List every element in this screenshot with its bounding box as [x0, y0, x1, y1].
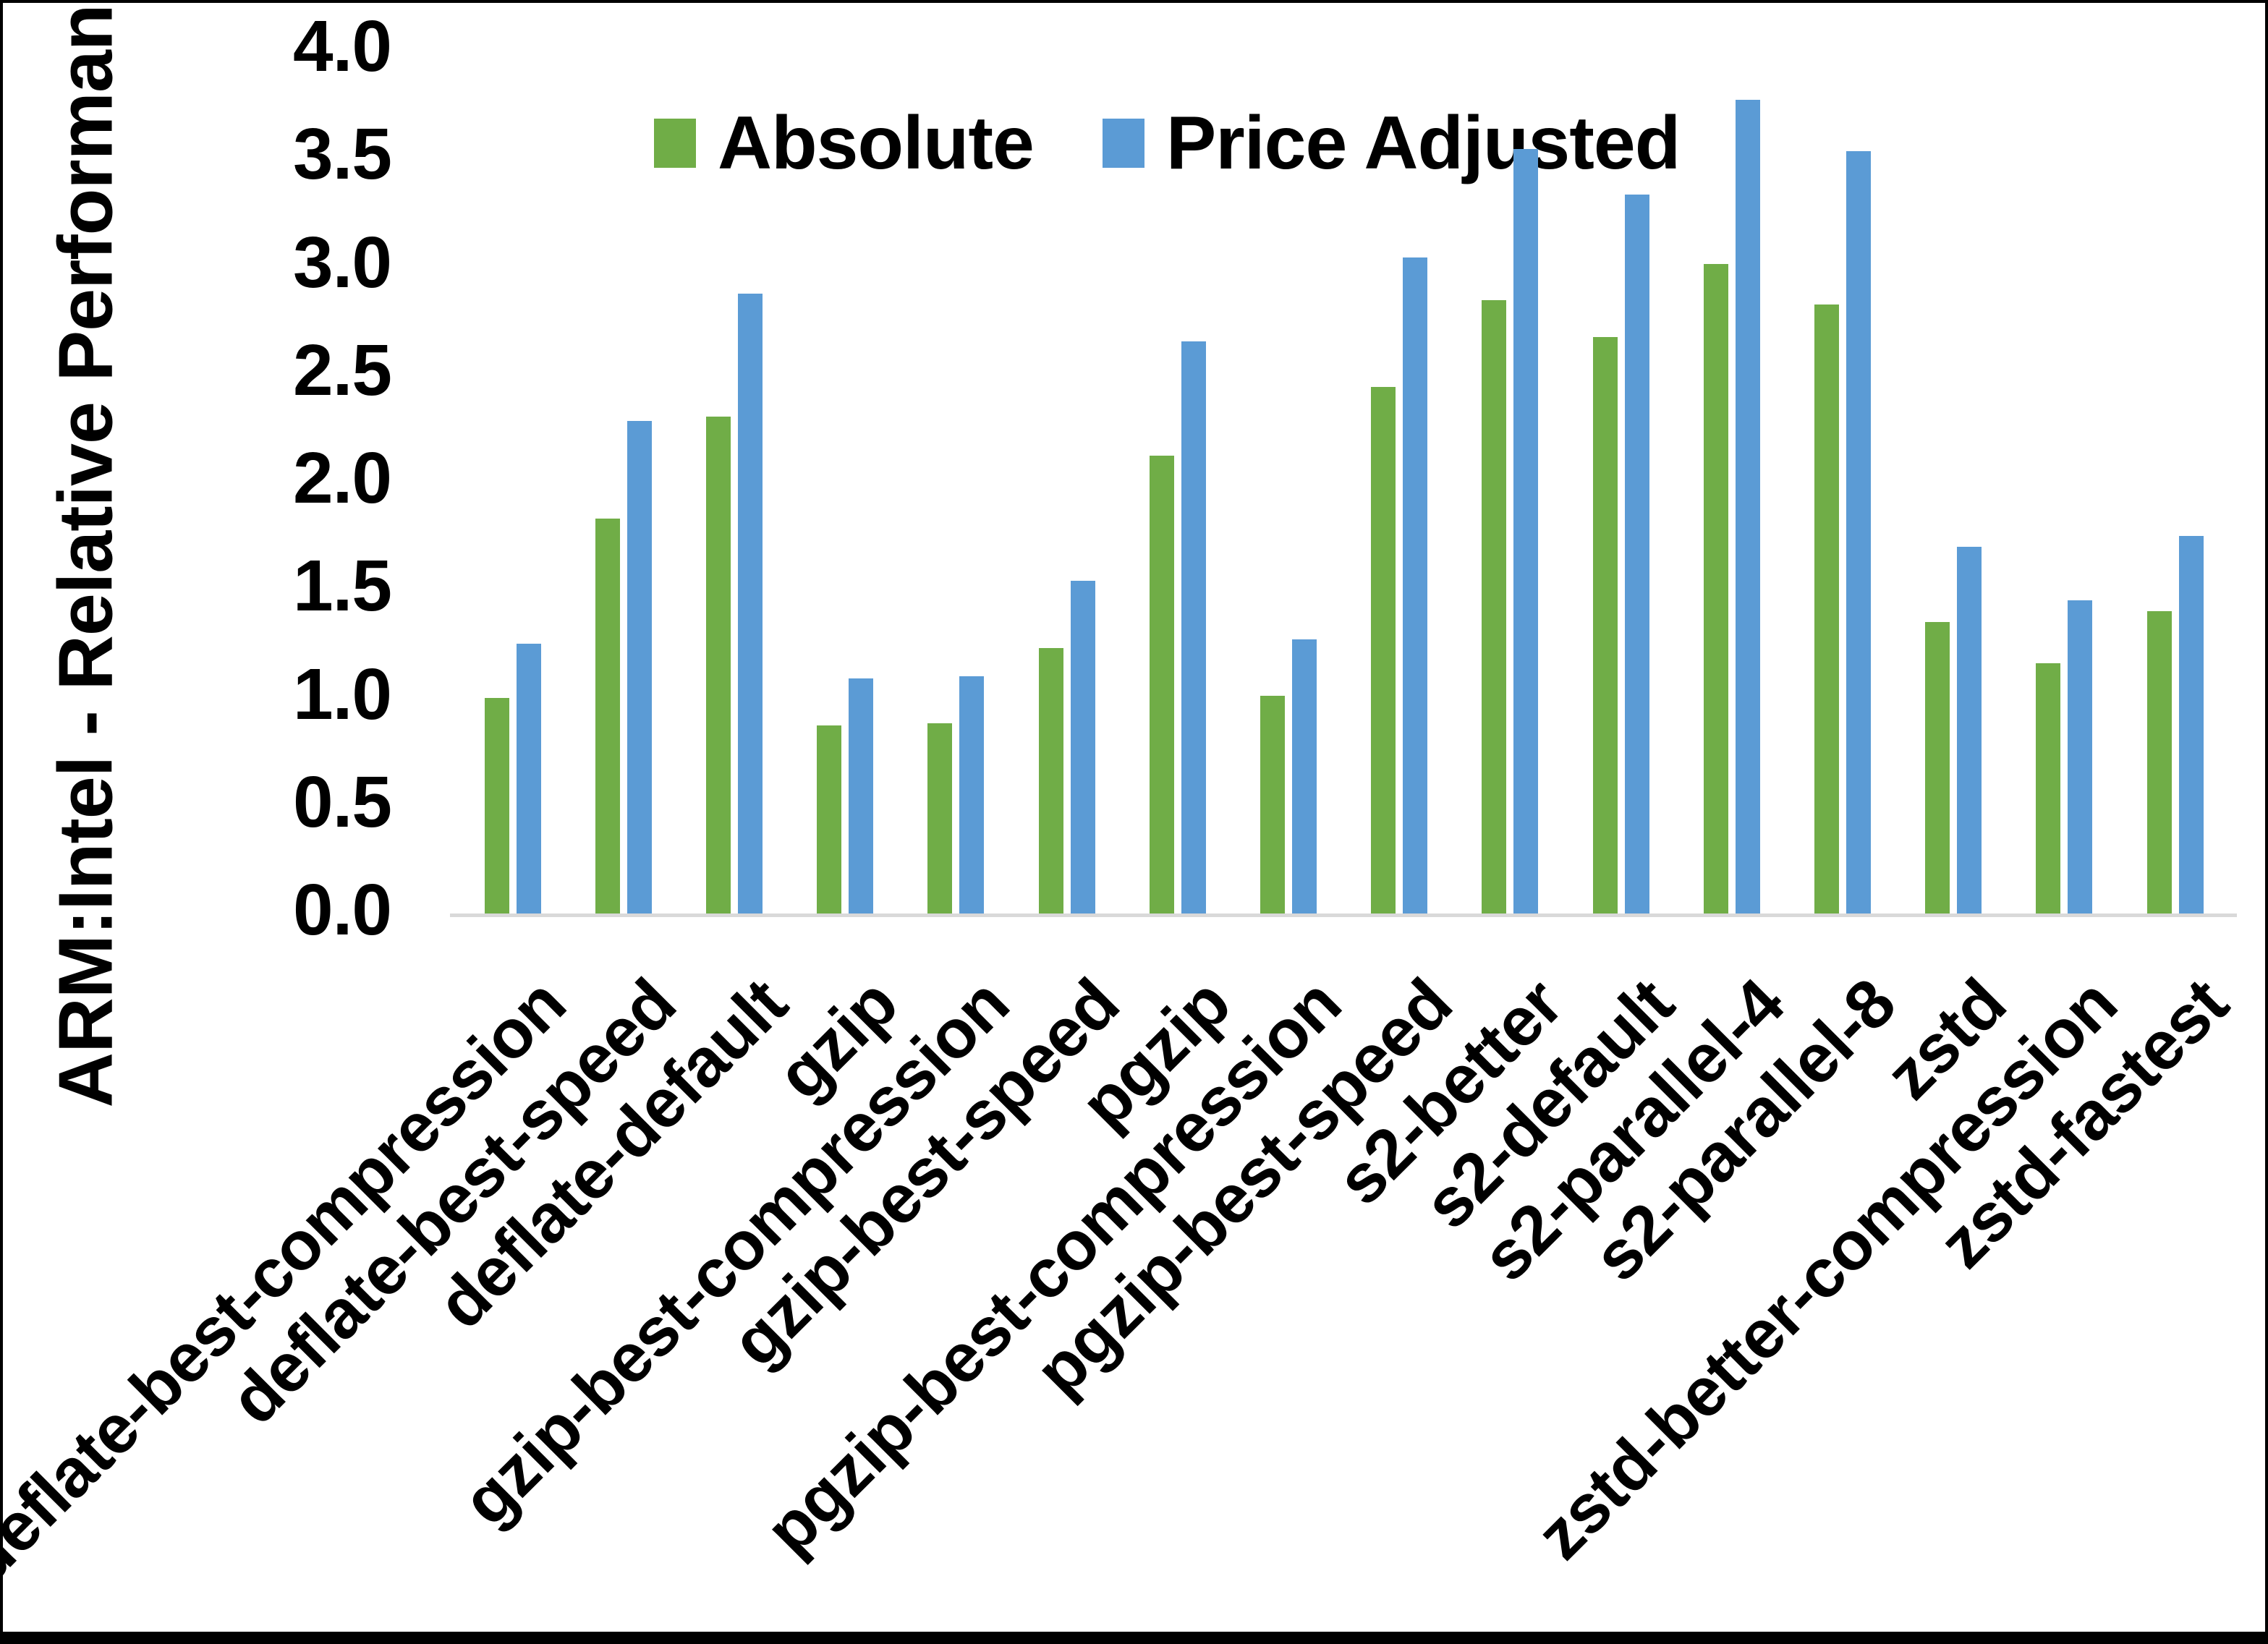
bar-price-adjusted-deflate-best-compression	[516, 643, 541, 913]
bar-absolute-s2-parallel-4	[1703, 263, 1728, 913]
bar-absolute-s2-parallel-8	[1814, 304, 1839, 913]
y-axis-title: ARM:Intel - Relative Performance	[43, 0, 129, 1108]
bar-price-adjusted-gzip-best-speed	[1070, 581, 1095, 913]
bar-absolute-pgzip-best-speed	[1371, 386, 1396, 913]
bar-price-adjusted-gzip-best-compression	[959, 676, 985, 913]
legend-item-absolute: Absolute	[654, 101, 1035, 185]
y-tick-label: 4.0	[292, 6, 392, 87]
y-tick-label: 0.5	[292, 761, 392, 843]
legend-swatch-absolute-icon	[654, 119, 696, 168]
legend-label-price-adjusted: Price Adjusted	[1165, 101, 1681, 185]
y-tick-label: 0.0	[292, 869, 392, 950]
bar-price-adjusted-s2-parallel-8	[1846, 151, 1871, 913]
bar-absolute-zstd	[1925, 622, 1950, 913]
y-tick-label: 1.0	[292, 653, 392, 735]
y-tick-label: 1.5	[292, 545, 392, 627]
legend-swatch-price-adjusted-icon	[1102, 119, 1144, 168]
bar-price-adjusted-s2-better	[1513, 149, 1539, 913]
bar-absolute-gzip	[817, 725, 842, 913]
y-tick-label: 2.5	[292, 329, 392, 411]
bar-price-adjusted-pgzip	[1181, 341, 1206, 913]
legend: Absolute Price Adjusted	[654, 101, 1681, 185]
bar-absolute-zstd-better-compression	[2036, 663, 2061, 913]
bar-price-adjusted-deflate-default	[738, 294, 763, 913]
bar-absolute-pgzip-best-compression	[1260, 695, 1285, 913]
bar-price-adjusted-pgzip-best-speed	[1403, 257, 1428, 913]
bar-price-adjusted-zstd-better-compression	[2068, 600, 2093, 913]
bar-price-adjusted-s2-default	[1624, 194, 1649, 913]
x-axis-line	[450, 913, 2237, 917]
y-tick-label: 3.5	[292, 114, 392, 195]
bar-price-adjusted-zstd-fastest	[2178, 535, 2204, 913]
bar-absolute-gzip-best-speed	[1038, 647, 1063, 913]
bottom-border	[3, 1632, 2265, 1644]
bar-absolute-s2-better	[1482, 300, 1507, 913]
bar-price-adjusted-deflate-best-speed	[627, 421, 652, 913]
bar-absolute-deflate-best-speed	[595, 518, 620, 913]
bar-absolute-pgzip	[1149, 456, 1174, 913]
bar-price-adjusted-zstd	[1957, 546, 1982, 913]
bar-absolute-zstd-fastest	[2146, 611, 2172, 913]
bar-price-adjusted-s2-parallel-4	[1735, 99, 1760, 913]
legend-item-price-adjusted: Price Adjusted	[1102, 101, 1681, 185]
y-tick-label: 2.0	[292, 438, 392, 519]
legend-label-absolute: Absolute	[718, 101, 1035, 185]
bar-absolute-deflate-best-compression	[484, 697, 509, 913]
bar-absolute-s2-default	[1592, 337, 1618, 913]
bar-price-adjusted-pgzip-best-compression	[1292, 639, 1317, 913]
bar-price-adjusted-gzip	[849, 678, 874, 913]
bar-absolute-deflate-default	[706, 417, 731, 913]
bar-absolute-gzip-best-compression	[927, 723, 953, 913]
y-tick-label: 3.0	[292, 221, 392, 303]
